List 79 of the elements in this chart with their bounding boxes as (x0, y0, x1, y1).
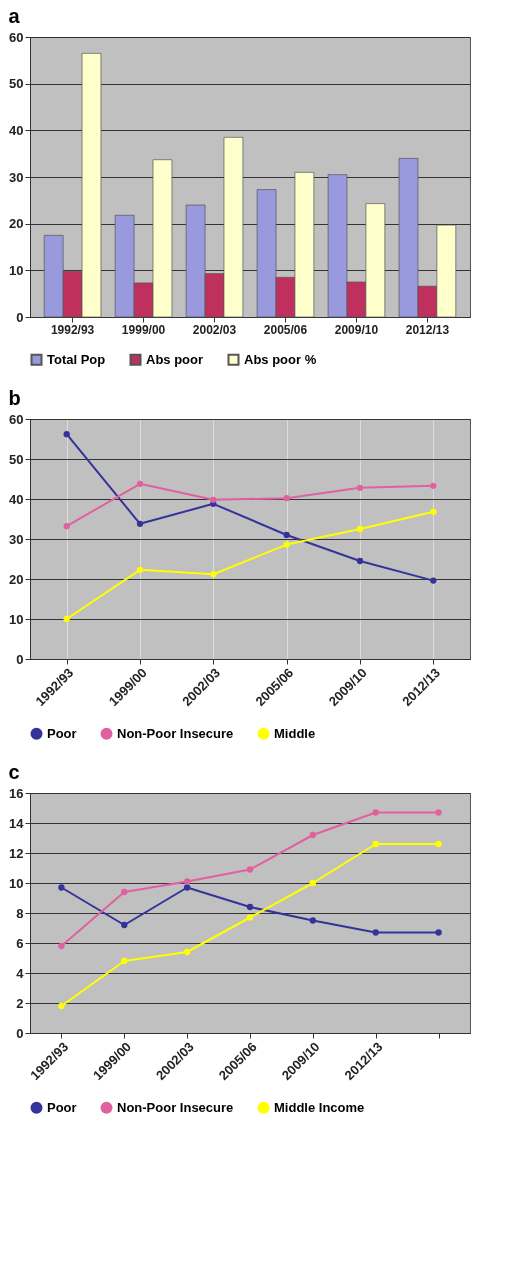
point (356, 484, 364, 491)
point (183, 884, 191, 891)
y-tick-label: 30 (9, 531, 24, 547)
point (136, 520, 144, 527)
point (121, 921, 128, 929)
point (246, 914, 254, 921)
point (246, 903, 254, 911)
legend-label: Non-Poor Insecure (117, 1099, 234, 1115)
point (183, 948, 191, 956)
x-tick-label: 2012/13 (405, 322, 450, 337)
point (283, 495, 290, 502)
point (210, 571, 217, 578)
point (136, 480, 144, 487)
point (58, 1002, 65, 1010)
legend-label: Middle (274, 725, 316, 741)
point (435, 840, 442, 848)
x-tick-label: 2005/06 (263, 322, 308, 337)
point (283, 541, 290, 548)
y-tick-label: 20 (9, 571, 24, 587)
y-tick-label: 30 (9, 169, 24, 185)
point (372, 929, 379, 936)
y-tick-label: 4 (16, 965, 25, 981)
y-tick-label: 0 (16, 309, 24, 325)
y-tick-label: 12 (9, 845, 24, 861)
x-tick-label: 1999/00 (121, 322, 166, 337)
point (210, 496, 217, 503)
y-tick-label: 8 (16, 905, 24, 921)
chart-title: b (8, 387, 21, 409)
chart-title: c (8, 761, 20, 783)
point (63, 523, 70, 530)
y-tick-label: 10 (9, 611, 24, 627)
point (372, 840, 379, 848)
legend-label: Abs poor (146, 351, 204, 367)
x-tick-label: 1992/93 (50, 322, 95, 337)
point (309, 917, 317, 924)
point (356, 525, 364, 533)
point (121, 957, 128, 965)
point (430, 508, 437, 515)
y-tick-label: 40 (9, 491, 24, 507)
x-tick-label: 2002/03 (192, 322, 237, 337)
point (121, 888, 128, 896)
y-tick-label: 16 (9, 785, 24, 801)
legend-label: Poor (47, 725, 77, 741)
point (63, 431, 70, 438)
chart-title: a (8, 5, 21, 27)
x-tick-label: 2009/10 (334, 322, 379, 337)
y-tick-label: 10 (9, 262, 24, 278)
point (309, 831, 317, 839)
y-tick-label: 2 (16, 995, 24, 1011)
point (430, 577, 437, 584)
point (430, 482, 437, 489)
y-tick-label: 0 (16, 1025, 24, 1041)
y-tick-label: 60 (9, 411, 24, 427)
legend-label: Total Pop (47, 351, 106, 367)
legend-label: Abs poor % (244, 351, 317, 367)
legend-label: Middle Income (274, 1099, 365, 1115)
point (356, 557, 364, 565)
point (183, 878, 191, 885)
y-tick-label: 40 (9, 122, 24, 138)
point (58, 942, 65, 950)
legend-label: Non-Poor Insecure (117, 725, 234, 741)
y-tick-label: 50 (9, 451, 24, 467)
point (58, 884, 65, 891)
y-tick-label: 20 (9, 216, 24, 232)
point (309, 879, 317, 887)
y-tick-label: 6 (16, 935, 24, 951)
point (435, 809, 442, 816)
y-tick-label: 60 (9, 29, 24, 45)
y-tick-label: 14 (9, 815, 25, 831)
legend-label: Poor (47, 1099, 77, 1115)
point (63, 615, 70, 623)
point (246, 866, 254, 873)
point (136, 566, 144, 573)
y-tick-label: 10 (9, 875, 24, 891)
y-tick-label: 0 (16, 651, 24, 667)
y-tick-label: 50 (9, 76, 24, 92)
point (283, 531, 290, 539)
point (435, 929, 442, 936)
point (372, 809, 379, 816)
